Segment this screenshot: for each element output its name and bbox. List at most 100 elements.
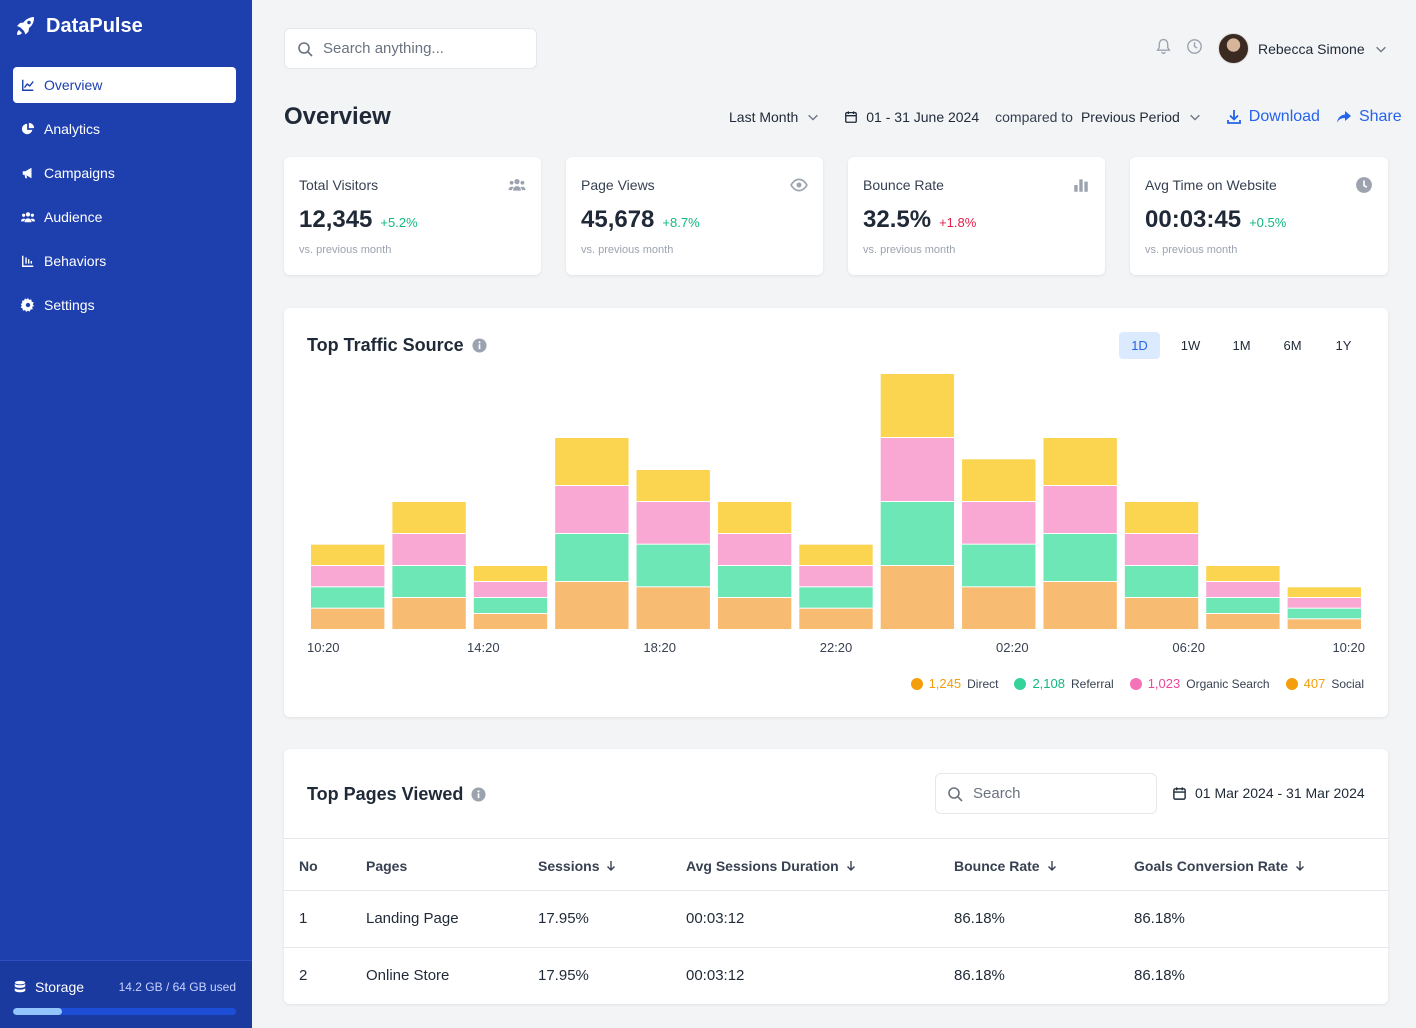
bar-segment-direct[interactable] bbox=[880, 566, 955, 629]
stat-subtext: vs. previous month bbox=[581, 244, 674, 256]
legend-item-social[interactable]: 407 Social bbox=[1285, 676, 1364, 691]
range-tab-6m[interactable]: 6M bbox=[1283, 338, 1302, 353]
bar-segment-direct[interactable] bbox=[1124, 598, 1199, 629]
global-search[interactable] bbox=[284, 28, 537, 69]
table-search[interactable] bbox=[935, 773, 1157, 814]
bar-segment-referral[interactable] bbox=[1206, 598, 1280, 613]
stat-label: Page Views bbox=[581, 177, 655, 193]
bar-segment-organic-search[interactable] bbox=[1206, 582, 1280, 597]
bar-segment-referral[interactable] bbox=[636, 544, 710, 587]
bar-segment-social[interactable] bbox=[555, 438, 629, 485]
column-header-goals-conversion[interactable]: Goals Conversion Rate bbox=[1134, 858, 1306, 874]
legend-item-direct[interactable]: 1,245 Direct bbox=[910, 676, 999, 691]
range-tab-1w[interactable]: 1W bbox=[1180, 338, 1201, 353]
column-header-bounce-rate[interactable]: Bounce Rate bbox=[954, 858, 1058, 874]
bar-segment-social[interactable] bbox=[799, 544, 873, 565]
bar-segment-social[interactable] bbox=[1287, 587, 1361, 597]
bar-segment-social[interactable] bbox=[1206, 566, 1280, 581]
brand[interactable]: DataPulse bbox=[14, 14, 143, 38]
stat-label: Avg Time on Website bbox=[1145, 177, 1277, 193]
bar-segment-social[interactable] bbox=[717, 502, 792, 533]
bar-segment-organic-search[interactable] bbox=[1287, 598, 1361, 608]
bar-segment-referral[interactable] bbox=[799, 587, 873, 608]
bar-segment-referral[interactable] bbox=[392, 566, 466, 597]
table-row[interactable]: 1 Landing Page 17.95% 00:03:12 86.18% 86… bbox=[284, 891, 1388, 948]
legend-item-organic-search[interactable]: 1,023 Organic Search bbox=[1129, 676, 1270, 691]
sidebar-item-audience[interactable]: Audience bbox=[13, 199, 236, 235]
bar-segment-referral[interactable] bbox=[473, 598, 548, 613]
bar-segment-organic-search[interactable] bbox=[392, 534, 466, 565]
bar-segment-direct[interactable] bbox=[1206, 614, 1280, 629]
info-icon[interactable] bbox=[471, 787, 486, 802]
bar-segment-organic-search[interactable] bbox=[555, 486, 629, 533]
bar-segment-organic-search[interactable] bbox=[962, 502, 1036, 544]
bar-segment-organic-search[interactable] bbox=[1043, 486, 1117, 533]
period-select[interactable]: Last Month bbox=[729, 109, 820, 125]
bar-segment-social[interactable] bbox=[311, 544, 385, 565]
range-tab-1d[interactable]: 1D bbox=[1119, 332, 1160, 359]
bar-segment-direct[interactable] bbox=[799, 608, 873, 629]
table-date-range-picker[interactable]: 01 Mar 2024 - 31 Mar 2024 bbox=[1172, 785, 1365, 801]
sidebar-item-overview[interactable]: Overview bbox=[13, 67, 236, 103]
download-button[interactable]: Download bbox=[1226, 108, 1320, 126]
bar-segment-direct[interactable] bbox=[636, 587, 710, 629]
storage-label: Storage bbox=[35, 979, 85, 995]
column-header-avg-duration[interactable]: Avg Sessions Duration bbox=[686, 858, 857, 874]
bar-segment-referral[interactable] bbox=[311, 587, 385, 608]
bar-segment-referral[interactable] bbox=[717, 566, 792, 597]
bar-segment-organic-search[interactable] bbox=[311, 566, 385, 587]
table-cell: 00:03:12 bbox=[686, 910, 745, 927]
column-header-sessions[interactable]: Sessions bbox=[538, 858, 617, 874]
table-row[interactable]: 2 Online Store 17.95% 00:03:12 86.18% 86… bbox=[284, 948, 1388, 1005]
bar-segment-referral[interactable] bbox=[1043, 534, 1117, 581]
sidebar-item-campaigns[interactable]: Campaigns bbox=[13, 155, 236, 191]
stat-change: +5.2% bbox=[380, 215, 418, 230]
bar-segment-referral[interactable] bbox=[880, 502, 955, 565]
sidebar-item-analytics[interactable]: Analytics bbox=[13, 111, 236, 147]
date-range-picker[interactable]: 01 - 31 June 2024 bbox=[844, 109, 979, 125]
column-header-label: Avg Sessions Duration bbox=[686, 858, 839, 874]
storage-progress-bar bbox=[13, 1008, 236, 1015]
bar-segment-referral[interactable] bbox=[555, 534, 629, 581]
sidebar-item-behaviors[interactable]: Behaviors bbox=[13, 243, 236, 279]
bar-segment-direct[interactable] bbox=[311, 608, 385, 629]
user-menu[interactable]: Rebecca Simone bbox=[1218, 33, 1388, 64]
bar-segment-referral[interactable] bbox=[962, 544, 1036, 587]
range-tab-1y[interactable]: 1Y bbox=[1335, 338, 1352, 353]
global-search-input[interactable] bbox=[323, 40, 513, 57]
share-button[interactable]: Share bbox=[1336, 108, 1402, 126]
bar-segment-direct[interactable] bbox=[962, 587, 1036, 629]
bar-segment-direct[interactable] bbox=[392, 598, 466, 629]
bar-segment-organic-search[interactable] bbox=[1124, 534, 1199, 565]
sidebar-item-settings[interactable]: Settings bbox=[13, 287, 236, 323]
bar-segment-direct[interactable] bbox=[1287, 619, 1361, 629]
clock-icon[interactable] bbox=[1186, 38, 1203, 55]
bar-segment-organic-search[interactable] bbox=[473, 582, 548, 597]
bar-segment-social[interactable] bbox=[880, 374, 955, 437]
sort-arrow-down-icon bbox=[607, 861, 616, 871]
bar-segment-social[interactable] bbox=[1043, 438, 1117, 485]
column-header-label: Goals Conversion Rate bbox=[1134, 858, 1289, 874]
legend-item-referral[interactable]: 2,108 Referral bbox=[1014, 676, 1114, 691]
bar-segment-direct[interactable] bbox=[555, 582, 629, 629]
bar-segment-organic-search[interactable] bbox=[880, 438, 955, 501]
bar-segment-direct[interactable] bbox=[717, 598, 792, 629]
compare-select[interactable]: Previous Period bbox=[1081, 109, 1202, 125]
bar-segment-social[interactable] bbox=[962, 459, 1036, 501]
bar-segment-referral[interactable] bbox=[1124, 566, 1199, 597]
bar-segment-social[interactable] bbox=[473, 566, 548, 581]
info-icon[interactable] bbox=[472, 338, 487, 353]
table-search-input[interactable] bbox=[973, 785, 1133, 802]
bar-segment-social[interactable] bbox=[636, 470, 710, 501]
bar-segment-direct[interactable] bbox=[1043, 582, 1117, 629]
bar-segment-social[interactable] bbox=[392, 502, 466, 533]
bar-segment-organic-search[interactable] bbox=[717, 534, 792, 565]
legend-label: Direct bbox=[967, 676, 999, 691]
bar-segment-organic-search[interactable] bbox=[799, 566, 873, 587]
bell-icon[interactable] bbox=[1155, 38, 1172, 55]
bar-segment-direct[interactable] bbox=[473, 614, 548, 629]
bar-segment-referral[interactable] bbox=[1287, 608, 1361, 619]
bar-segment-organic-search[interactable] bbox=[636, 502, 710, 544]
bar-segment-social[interactable] bbox=[1124, 502, 1199, 533]
range-tab-1m[interactable]: 1M bbox=[1232, 338, 1251, 353]
